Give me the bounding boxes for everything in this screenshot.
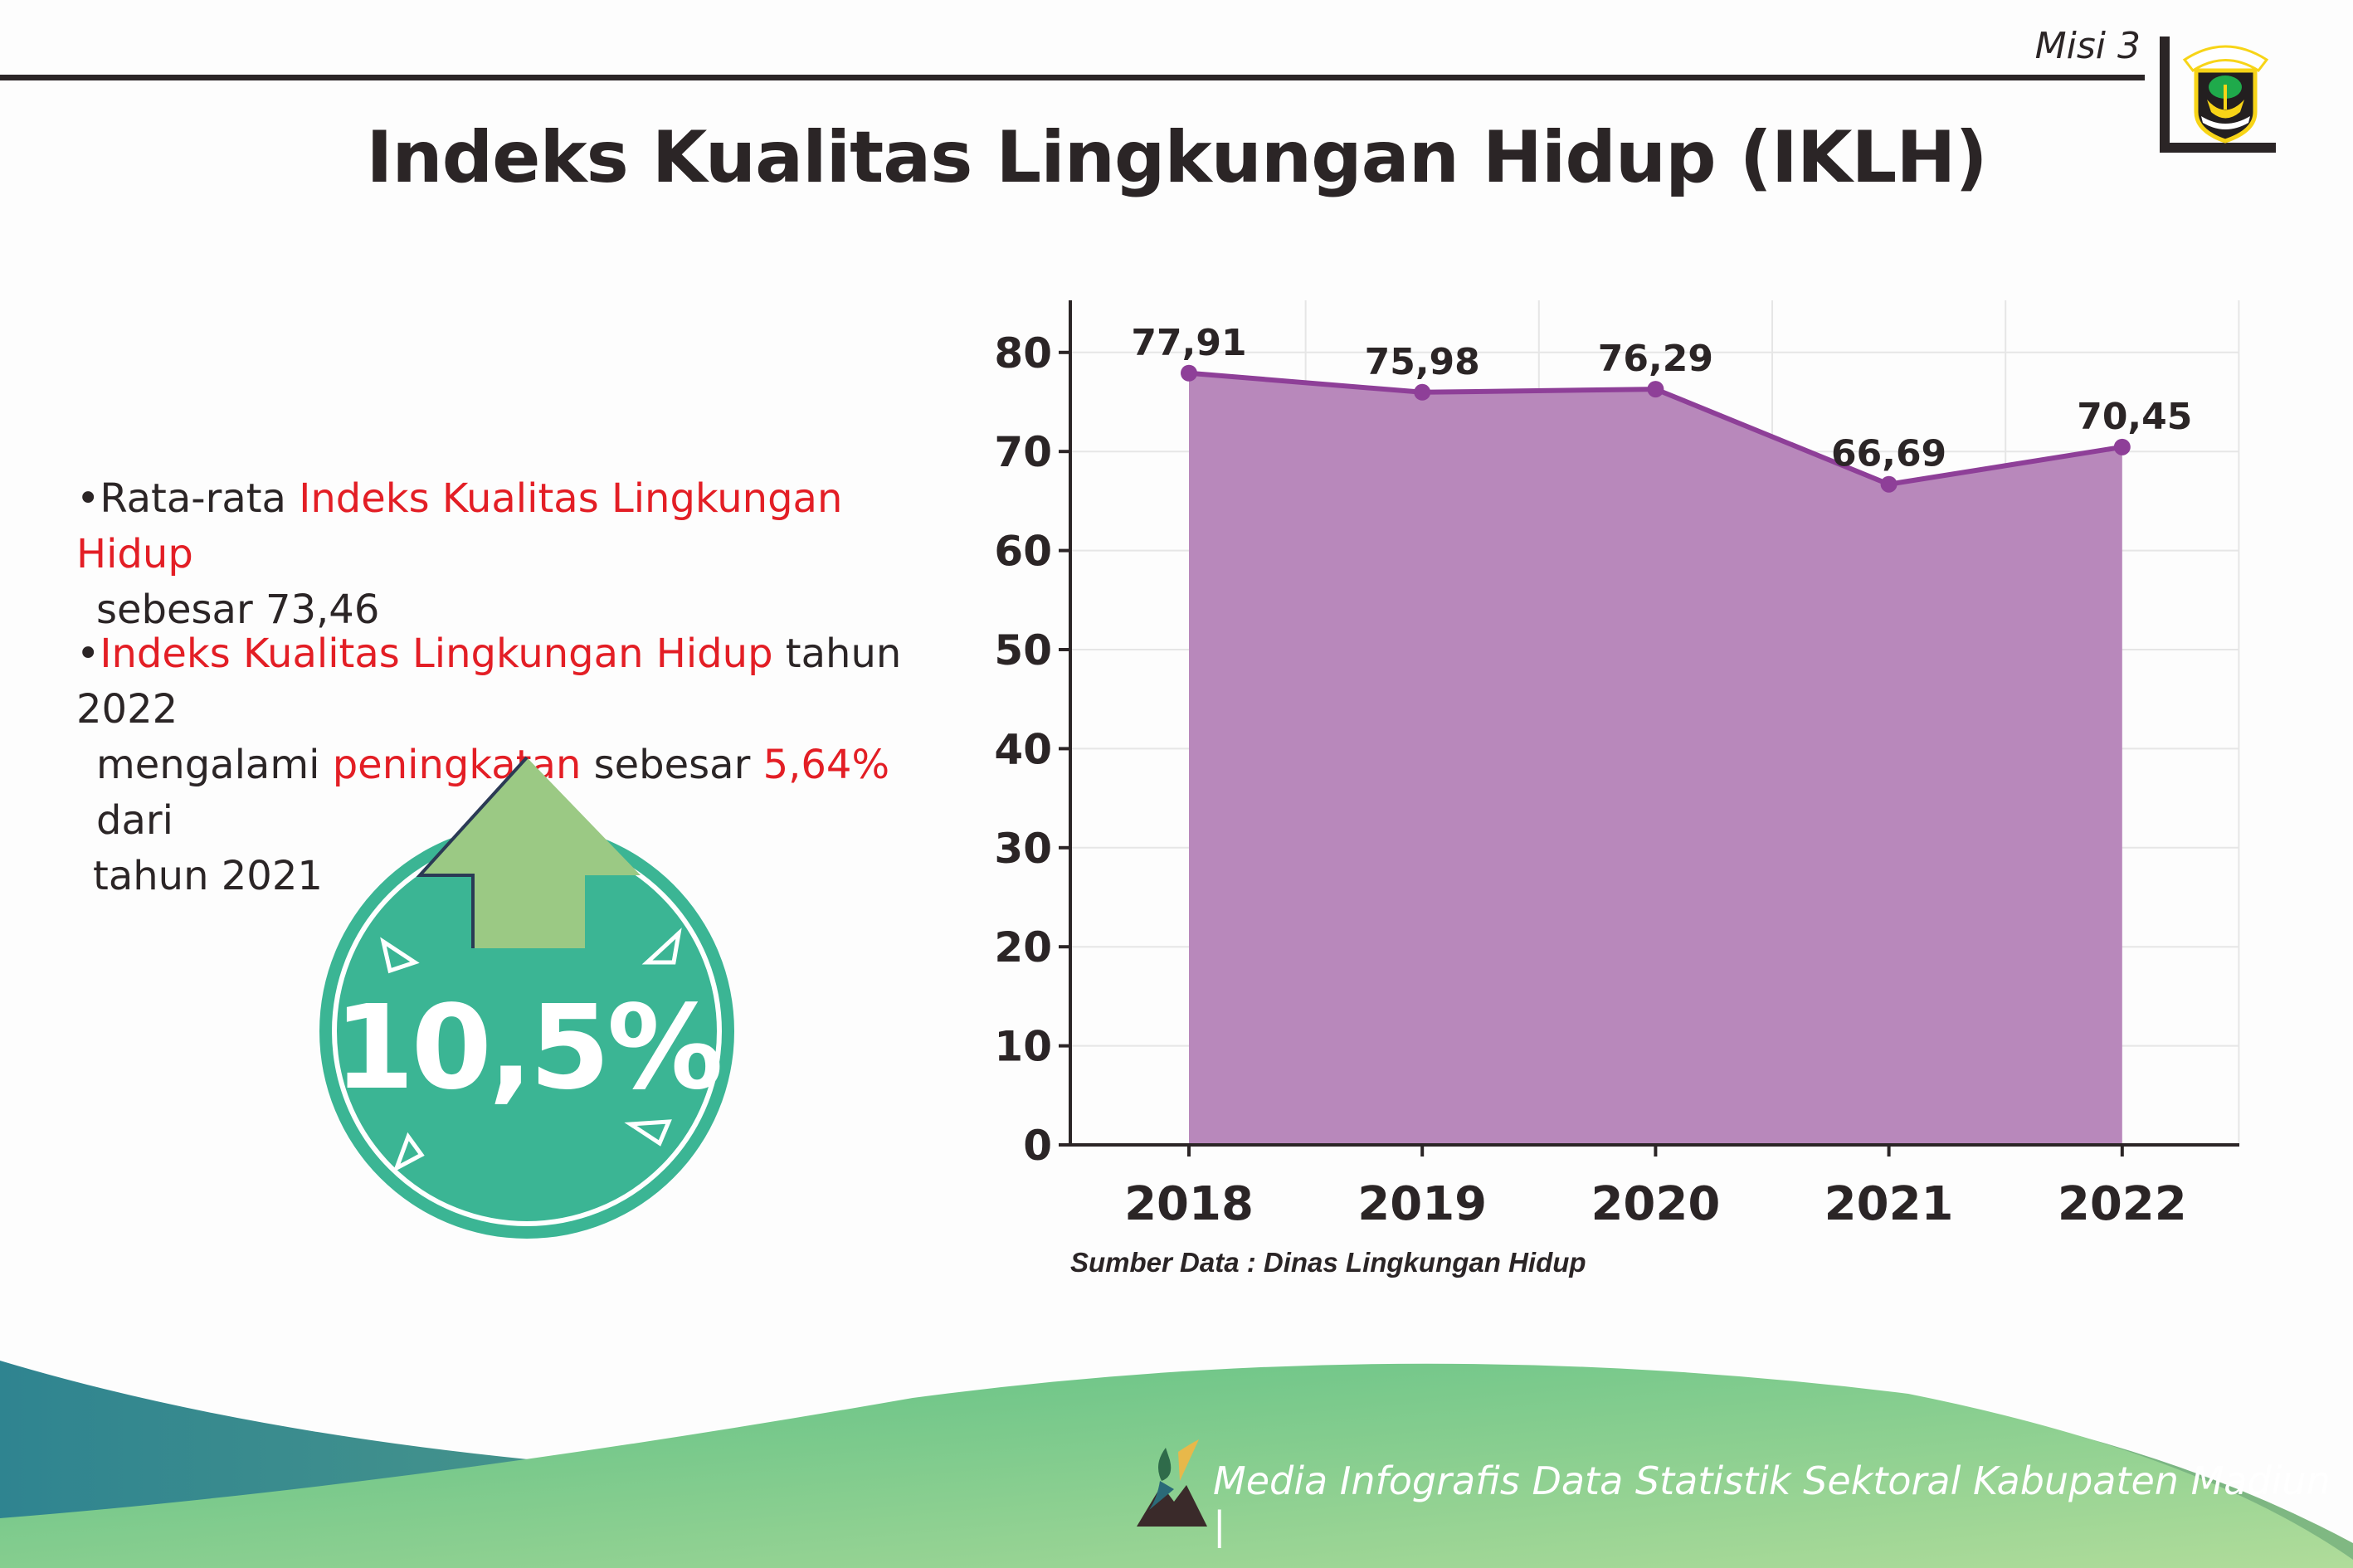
header-bracket-horizontal xyxy=(2160,143,2276,153)
y-tick-label: 70 xyxy=(994,428,1052,476)
arrow-up-icon xyxy=(420,757,641,948)
y-tick-label: 80 xyxy=(994,329,1052,377)
data-point xyxy=(2113,438,2131,455)
iklh-area-chart: 0 10 20 30 40 50 60 70 80 2018 2019 2020 2021 2022 77,… xyxy=(994,300,2240,1231)
footer-wave xyxy=(0,1361,2353,1568)
y-tick-label: 10 xyxy=(994,1023,1052,1071)
data-label: 76,29 xyxy=(1598,338,1713,380)
bullet-text: sebesar xyxy=(581,742,763,788)
data-source: Sumber Data : Dinas Lingkungan Hidup xyxy=(1070,1247,1586,1278)
bullet-text: tahun 2022 xyxy=(76,631,902,733)
y-tick-label: 20 xyxy=(994,923,1052,971)
badge-circle xyxy=(319,824,734,1239)
header-line xyxy=(0,75,2145,80)
data-point xyxy=(1181,364,1197,382)
x-tick-label: 2020 xyxy=(1591,1177,1720,1231)
y-tick-label: 50 xyxy=(994,626,1052,674)
kabupaten-madiun-logo xyxy=(2182,45,2269,144)
x-tick-label: 2019 xyxy=(1357,1177,1487,1231)
x-tick-label: 2022 xyxy=(2058,1177,2187,1231)
bullet-average: •Rata-rata Indeks Kualitas Lingkungan Hi… xyxy=(76,471,956,638)
badge-value: 10,5% xyxy=(334,981,723,1116)
bullet-highlight: 5,64% xyxy=(762,742,890,788)
page-title: Indeks Kualitas Lingkungan Hidup (IKLH) xyxy=(366,116,1987,199)
bullet-text: Rata-rata xyxy=(100,475,300,522)
section-label: Misi 3 xyxy=(2034,25,2141,67)
data-label: 66,69 xyxy=(1831,433,1946,475)
bullet-highlight: Indeks Kualitas Lingkungan Hidup xyxy=(100,631,773,677)
y-tick-label: 30 xyxy=(994,825,1052,873)
footer-text: Media Infografis Data Statistik Sektoral… xyxy=(1213,1458,2331,1548)
y-tick-label: 40 xyxy=(994,725,1052,773)
data-label: 70,45 xyxy=(2077,396,2192,438)
bullet-text: mengalami xyxy=(96,742,333,788)
growth-badge xyxy=(319,756,734,1239)
sparkle-decorations xyxy=(380,928,682,1173)
area-fill xyxy=(1189,373,2122,1145)
bullet-text: dari xyxy=(96,797,173,844)
header-bracket-vertical xyxy=(2160,37,2170,153)
x-tick-label: 2018 xyxy=(1124,1177,1254,1231)
data-point xyxy=(1647,381,1664,398)
infographic-mascot-logo xyxy=(1137,1439,1207,1527)
y-tick-label: 60 xyxy=(994,528,1052,576)
bullet-highlight: Indeks Kualitas Lingkungan Hidup xyxy=(76,475,843,577)
data-label: 75,98 xyxy=(1365,341,1480,383)
data-label: 77,91 xyxy=(1131,322,1246,364)
x-tick-label: 2021 xyxy=(1824,1177,1954,1231)
bullet-text: sebesar 73,46 xyxy=(96,587,380,633)
data-point xyxy=(1414,383,1431,401)
y-tick-label: 0 xyxy=(1023,1122,1052,1170)
bullet-text: tahun 2021 xyxy=(93,853,323,899)
data-point xyxy=(1880,475,1898,493)
bullet-dot: • xyxy=(76,475,100,522)
bullet-dot: • xyxy=(76,631,100,677)
